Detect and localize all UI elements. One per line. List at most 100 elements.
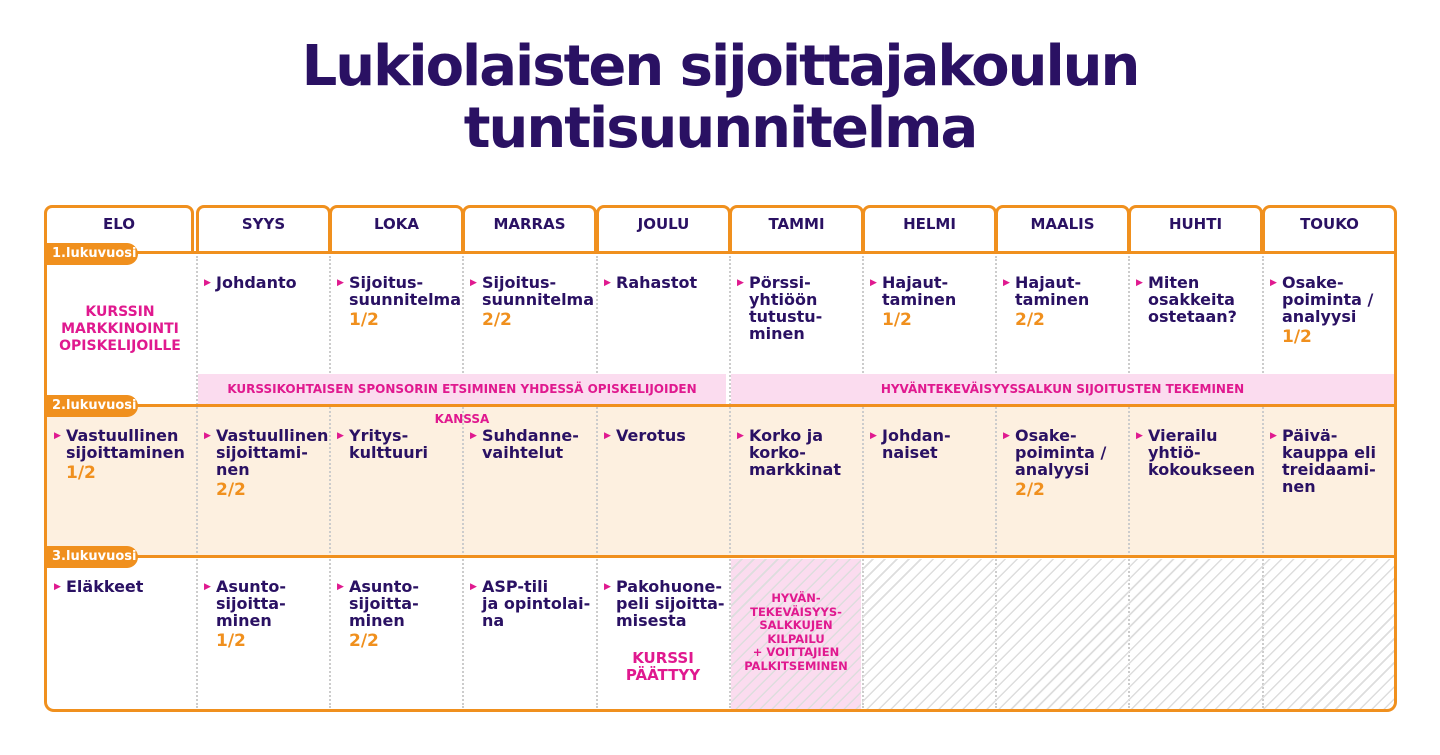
- bullet-icon: ▶: [1003, 278, 1010, 288]
- bullet-icon: ▶: [470, 582, 477, 592]
- lesson-title: Eläkkeet: [66, 577, 144, 596]
- month-tab-5: TAMMI: [729, 205, 864, 255]
- year-label-2: 2.lukuvuosi: [44, 395, 138, 417]
- column-divider: [1128, 256, 1130, 708]
- bullet-icon: ▶: [470, 278, 477, 288]
- bullet-icon: ▶: [54, 582, 61, 592]
- month-tab-1: SYYS: [196, 205, 331, 255]
- column-divider: [462, 256, 464, 708]
- schedule-frame: [44, 238, 1397, 712]
- lesson-cell: ▶ Vastuullinen sijoittaminen 1/2: [52, 426, 185, 483]
- lesson-part: 1/2: [216, 631, 246, 651]
- divider: [44, 555, 1397, 558]
- lesson-title: Sijoitus- suunnitelma: [349, 273, 462, 309]
- bullet-icon: ▶: [737, 431, 744, 441]
- bullet-icon: ▶: [1136, 431, 1143, 441]
- lesson-title: Korko ja korko- markkinat: [749, 426, 841, 479]
- bullet-icon: ▶: [604, 278, 611, 288]
- lesson-cell: ▶ Asunto- sijoitta- minen 1/2: [202, 578, 332, 650]
- lesson-cell: ▶ Verotus: [602, 427, 732, 444]
- lesson-cell: ▶ Suhdanne- vaihtelut: [468, 427, 598, 461]
- bullet-icon: ▶: [470, 431, 477, 441]
- month-tab-8: HUHTI: [1128, 205, 1263, 255]
- column-divider: [729, 256, 731, 708]
- lesson-part: 1/2: [882, 310, 912, 330]
- competition-cell: [731, 559, 861, 709]
- month-label: TAMMI: [768, 215, 825, 233]
- year-label-3: 3.lukuvuosi: [44, 546, 138, 568]
- lesson-title: Hajaut- taminen: [882, 273, 957, 309]
- month-tab-9: TOUKO: [1262, 205, 1397, 255]
- lesson-cell: ▶ Miten osakkeita ostetaan?: [1134, 274, 1264, 325]
- month-label: JOULU: [637, 215, 690, 233]
- lesson-title: Pörssi- yhtiöön tutustu- minen: [749, 273, 823, 343]
- lesson-part: 2/2: [1015, 310, 1045, 330]
- lesson-cell: ▶ Osake- poiminta / analyysi 1/2: [1268, 274, 1398, 346]
- lesson-cell: ▶ Rahastot: [602, 274, 732, 291]
- bullet-icon: ▶: [337, 278, 344, 288]
- month-label: LOKA: [373, 215, 419, 233]
- title-line-2: tuntisuunnitelma: [463, 96, 979, 161]
- competition-note: HYVÄN- TEKEVÄISYYS- SALKKUJEN KILPAILU +…: [744, 591, 848, 673]
- bullet-icon: ▶: [737, 278, 744, 288]
- lesson-title: Yritys- kulttuuri: [349, 426, 428, 462]
- month-label: HELMI: [903, 215, 956, 233]
- month-label: SYYS: [241, 215, 286, 233]
- divider: [44, 251, 1397, 254]
- bullet-icon: ▶: [54, 431, 61, 441]
- lesson-cell: ▶ Korko ja korko- markkinat: [735, 427, 865, 478]
- lesson-title: Pakohuone- peli sijoitta- misesta: [616, 577, 725, 630]
- month-label: MAALIS: [1030, 215, 1095, 233]
- bullet-icon: ▶: [337, 582, 344, 592]
- lesson-cell: ▶ Asunto- sijoitta- minen 2/2: [335, 578, 465, 650]
- lesson-title: Sijoitus- suunnitelma: [482, 273, 595, 309]
- marketing-note: KURSSIN MARKKINOINTI OPISKELIJOILLE: [59, 304, 181, 354]
- lesson-cell: ▶ Johdan- naiset: [868, 427, 998, 461]
- lesson-title: Asunto- sijoitta- minen: [216, 577, 286, 630]
- month-tab-3: MARRAS: [462, 205, 597, 255]
- column-divider: [329, 256, 331, 708]
- bullet-icon: ▶: [870, 278, 877, 288]
- lesson-cell: ▶ Eläkkeet: [52, 578, 182, 595]
- lesson-cell: ▶ Johdanto: [202, 274, 332, 291]
- lesson-cell: ▶ Sijoitus- suunnitelma 1/2: [335, 274, 465, 329]
- lesson-title: Vastuullinen sijoittaminen: [66, 426, 185, 462]
- lesson-part: 1/2: [1282, 327, 1312, 347]
- bullet-icon: ▶: [604, 582, 611, 592]
- column-divider: [196, 256, 198, 708]
- lesson-title: Vastuullinen sijoittami- nen: [216, 426, 329, 479]
- bullet-icon: ▶: [1003, 431, 1010, 441]
- lesson-part: 1/2: [66, 463, 96, 483]
- bullet-icon: ▶: [337, 431, 344, 441]
- bullet-icon: ▶: [204, 278, 211, 288]
- sponsor-span: KURSSIKOHTAISEN SPONSORIN ETSIMINEN YHDE…: [198, 374, 726, 426]
- lesson-title: Hajaut- taminen: [1015, 273, 1090, 309]
- lesson-title: Suhdanne- vaihtelut: [482, 426, 579, 462]
- lesson-title: Verotus: [616, 426, 686, 445]
- divider: [44, 404, 1397, 407]
- lesson-cell: ▶ Vierailu yhtiö- kokoukseen: [1134, 427, 1264, 478]
- lesson-cell: ▶ ASP-tili ja opintolai- na: [468, 578, 598, 629]
- month-label: HUHTI: [1168, 215, 1223, 233]
- page-title: Lukiolaisten sijoittajakoulun tuntisuunni…: [0, 36, 1440, 160]
- lesson-cell: ▶ Pakohuone- peli sijoitta- misesta: [602, 578, 732, 629]
- month-tab-7: MAALIS: [995, 205, 1130, 255]
- lesson-title: Johdanto: [216, 273, 297, 292]
- lesson-part: 2/2: [482, 310, 512, 330]
- month-label: TOUKO: [1300, 215, 1359, 233]
- month-label: ELO: [102, 215, 136, 233]
- lesson-cell: ▶ Osake- poiminta / analyysi 2/2: [1001, 427, 1131, 499]
- column-divider: [1262, 256, 1264, 708]
- lesson-title: Johdan- naiset: [882, 426, 951, 462]
- lesson-cell: ▶ Hajaut- taminen 2/2: [1001, 274, 1131, 329]
- month-label: MARRAS: [493, 215, 566, 233]
- bullet-icon: ▶: [1136, 278, 1143, 288]
- lesson-title: Osake- poiminta / analyysi: [1282, 273, 1374, 326]
- lesson-cell: ▶ Sijoitus- suunnitelma 2/2: [468, 274, 598, 329]
- lesson-part: 2/2: [349, 631, 379, 651]
- bullet-icon: ▶: [870, 431, 877, 441]
- bullet-icon: ▶: [204, 582, 211, 592]
- empty-hatched-area: [862, 559, 1394, 709]
- bullet-icon: ▶: [204, 431, 211, 441]
- lesson-title: ASP-tili ja opintolai- na: [482, 577, 591, 630]
